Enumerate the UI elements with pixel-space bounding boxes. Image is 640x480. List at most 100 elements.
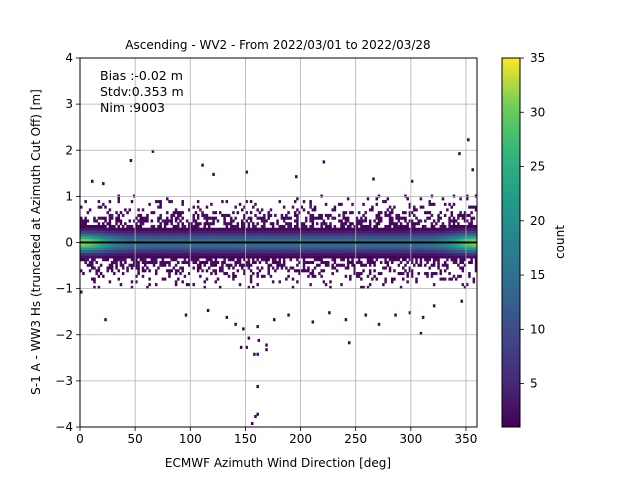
density-cell xyxy=(291,233,295,237)
density-cell xyxy=(384,249,387,253)
density-cell xyxy=(252,244,255,248)
density-cell xyxy=(384,247,387,251)
density-cell xyxy=(221,249,224,253)
x-tick-label: 250 xyxy=(344,432,367,446)
density-cell xyxy=(203,252,207,256)
density-cell xyxy=(465,233,469,237)
density-cell xyxy=(307,238,310,242)
density-cell xyxy=(172,224,176,229)
density-cell xyxy=(214,230,218,234)
density-cell xyxy=(399,233,403,237)
density-cell xyxy=(258,260,262,265)
density-cell xyxy=(137,213,140,217)
density-cell xyxy=(104,236,107,240)
density-cell xyxy=(439,244,443,248)
density-cell xyxy=(267,233,270,237)
density-cell xyxy=(238,260,242,265)
density-cell xyxy=(388,205,392,209)
density-cell xyxy=(474,247,478,251)
density-cell xyxy=(289,224,293,229)
density-cell xyxy=(154,269,158,273)
density-cell xyxy=(121,238,125,242)
density-cell xyxy=(349,244,352,248)
density-cell xyxy=(300,269,304,273)
density-cell xyxy=(82,227,85,231)
density-cell xyxy=(410,230,414,234)
density-cell xyxy=(437,219,440,223)
density-cell xyxy=(227,222,231,226)
density-cell xyxy=(457,216,460,220)
density-cell xyxy=(190,258,193,262)
density-cell xyxy=(278,238,282,242)
density-cell xyxy=(413,224,416,229)
density-cell xyxy=(236,249,240,253)
density-cell xyxy=(410,249,414,253)
density-cell xyxy=(119,252,123,256)
density-cell xyxy=(108,280,112,284)
density-cell xyxy=(95,260,98,265)
density-cell xyxy=(207,252,211,256)
density-cell xyxy=(93,258,96,262)
density-cell xyxy=(324,249,328,253)
density-cell xyxy=(132,233,136,237)
density-cell xyxy=(406,197,409,201)
density-cell xyxy=(185,249,189,253)
density-cell xyxy=(375,222,379,226)
density-cell xyxy=(395,236,398,240)
density-cell xyxy=(287,238,290,242)
density-cell xyxy=(468,236,471,240)
density-cell xyxy=(139,247,143,251)
density-cell xyxy=(428,211,431,215)
density-cell xyxy=(177,277,180,281)
density-cell xyxy=(421,238,425,242)
density-cell xyxy=(108,249,112,253)
density-cell xyxy=(126,244,129,248)
density-cell xyxy=(390,247,394,251)
density-cell xyxy=(373,260,376,265)
density-cell xyxy=(402,233,405,237)
density-cell xyxy=(397,255,401,259)
density-cell xyxy=(152,230,156,234)
density-cell xyxy=(99,263,103,267)
density-cell xyxy=(192,247,195,251)
density-cell xyxy=(185,236,189,240)
density-cell xyxy=(110,244,114,248)
density-cell xyxy=(172,238,176,242)
x-tick-label: 50 xyxy=(127,432,142,446)
density-cell xyxy=(263,224,266,229)
density-cell xyxy=(212,244,215,248)
density-cell xyxy=(256,247,259,251)
density-cell xyxy=(327,216,330,220)
density-cell xyxy=(402,224,405,229)
density-cell xyxy=(166,211,169,215)
density-cell xyxy=(115,227,118,231)
density-cell xyxy=(183,224,187,229)
density-cell xyxy=(291,244,295,248)
density-cell xyxy=(93,219,96,223)
stats-annotation: Bias :-0.02 m xyxy=(100,68,183,83)
density-cell xyxy=(168,236,171,240)
density-cell xyxy=(154,200,158,204)
density-cell xyxy=(221,252,224,256)
density-cell xyxy=(95,233,98,237)
density-cell xyxy=(371,252,374,256)
density-cell xyxy=(218,269,222,273)
density-cell xyxy=(357,252,361,256)
density-cell xyxy=(254,260,257,265)
density-cell xyxy=(342,263,345,267)
density-cell xyxy=(461,283,465,287)
density-cell xyxy=(135,236,138,240)
colorbar-tick-label: 20 xyxy=(530,214,545,228)
density-cell xyxy=(146,230,149,234)
density-cell xyxy=(382,233,385,237)
density-cell xyxy=(470,216,473,220)
density-cell xyxy=(366,238,370,242)
density-cell xyxy=(435,252,438,256)
density-cell xyxy=(260,255,264,259)
density-cell xyxy=(331,216,334,220)
density-cell xyxy=(227,258,231,262)
density-cell xyxy=(472,227,476,231)
density-cell xyxy=(302,266,306,270)
density-cell xyxy=(234,205,237,209)
density-cell xyxy=(397,244,401,248)
